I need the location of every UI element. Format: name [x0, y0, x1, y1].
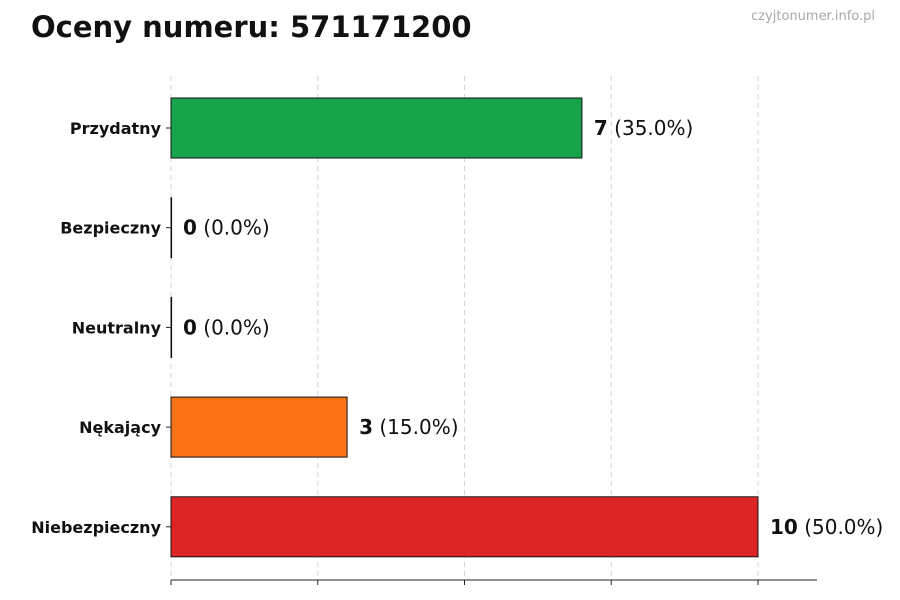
- value-count: 0: [183, 216, 197, 240]
- bar-4: [170, 496, 759, 558]
- value-percent: (35.0%): [608, 116, 694, 140]
- value-percent: (0.0%): [197, 315, 270, 339]
- category-label: Nękający: [79, 418, 161, 437]
- category-label: Przydatny: [70, 119, 162, 138]
- category-label: Neutralny: [72, 318, 162, 337]
- chart-title: Oceny numeru: 571171200: [31, 10, 472, 44]
- value-label: 0 (0.0%): [183, 315, 270, 339]
- value-label: 10 (50.0%): [770, 515, 883, 539]
- value-label: 7 (35.0%): [594, 116, 693, 140]
- labels: Przydatny 7 (35.0%) Bezpieczny 0 (0.0%) Neut…: [31, 116, 883, 539]
- watermark: czyjtonumer.info.pl: [751, 9, 875, 24]
- value-count: 7: [594, 116, 608, 140]
- value-percent: (0.0%): [197, 216, 270, 240]
- axes: [166, 127, 817, 585]
- value-label: 0 (0.0%): [183, 216, 270, 240]
- value-label: 3 (15.0%): [359, 415, 458, 439]
- bar-0: [170, 97, 583, 159]
- category-label: Bezpieczny: [60, 219, 161, 238]
- value-percent: (50.0%): [798, 515, 884, 539]
- value-percent: (15.0%): [373, 415, 459, 439]
- category-label: Niebezpieczny: [31, 518, 161, 537]
- value-count: 0: [183, 315, 197, 339]
- bar-3: [170, 396, 348, 458]
- bar-1: [170, 197, 173, 259]
- bar-2: [170, 296, 173, 358]
- value-count: 3: [359, 415, 373, 439]
- value-count: 10: [770, 515, 798, 539]
- bars: [170, 97, 759, 558]
